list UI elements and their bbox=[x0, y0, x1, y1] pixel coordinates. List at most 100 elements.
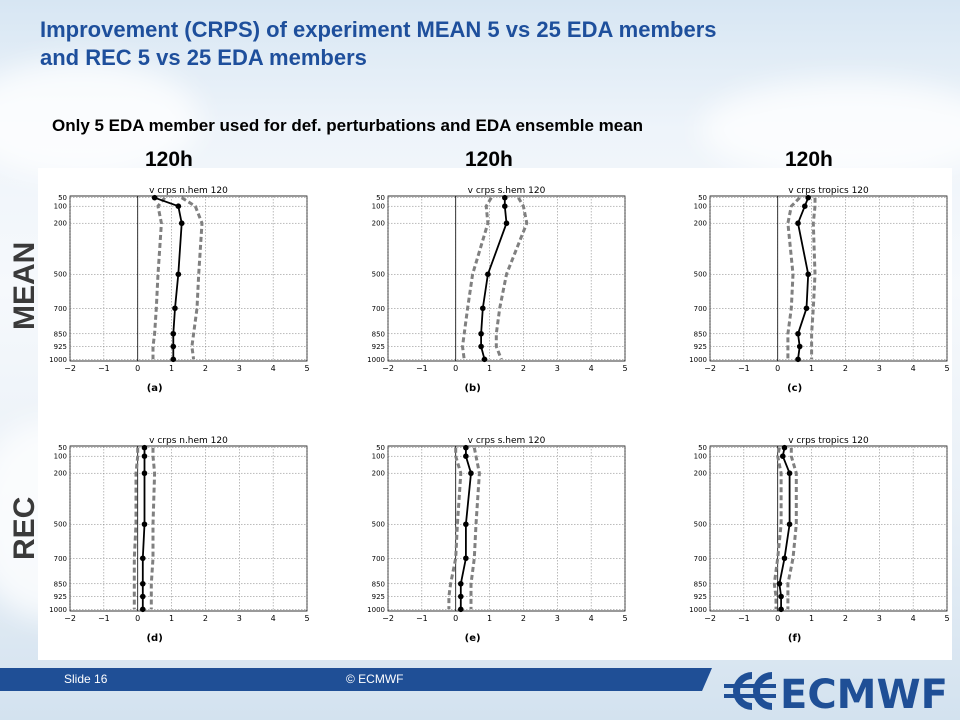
data-point bbox=[141, 453, 148, 460]
copyright: © ECMWF bbox=[346, 672, 404, 686]
x-tick-label: 4 bbox=[589, 364, 594, 373]
x-tick-label: −1 bbox=[738, 364, 750, 373]
figure-area: v crps n.hem 120 −2 −1 0 1 2 3 4 5 50 100 200 500 700… bbox=[38, 168, 952, 660]
data-point bbox=[503, 220, 510, 227]
panel-caption: (a) bbox=[147, 383, 163, 394]
x-tick-label: −2 bbox=[704, 614, 716, 623]
column-label-1: 120h bbox=[145, 148, 193, 171]
panel-title: v crps s.hem 120 bbox=[468, 436, 546, 446]
x-tick-label: −2 bbox=[382, 614, 394, 623]
y-tick-label: 50 bbox=[698, 194, 707, 202]
y-tick-label: 1000 bbox=[367, 356, 385, 364]
footer-bar: Slide 16 © ECMWF bbox=[0, 668, 712, 691]
title-line-1: Improvement (CRPS) of experiment MEAN 5 … bbox=[40, 17, 717, 42]
data-point bbox=[480, 305, 486, 312]
x-tick-label: 0 bbox=[135, 364, 140, 373]
x-tick-label: 1 bbox=[169, 614, 174, 623]
x-tick-label: 2 bbox=[203, 364, 208, 373]
data-point bbox=[795, 220, 801, 227]
x-tick-label: 5 bbox=[622, 614, 627, 623]
data-point bbox=[481, 356, 488, 363]
slide-number: Slide 16 bbox=[64, 672, 108, 686]
plot-frame bbox=[387, 445, 626, 612]
y-tick-label: 925 bbox=[54, 343, 67, 351]
panel-title: v crps s.hem 120 bbox=[468, 186, 546, 196]
x-tick-label: 1 bbox=[809, 614, 814, 623]
data-point bbox=[485, 271, 491, 278]
x-tick-label: 0 bbox=[775, 614, 780, 623]
x-tick-label: 0 bbox=[453, 614, 458, 623]
data-point bbox=[796, 343, 803, 350]
y-tick-label: 100 bbox=[372, 203, 385, 211]
y-tick-label: 700 bbox=[372, 555, 385, 563]
data-point bbox=[478, 330, 484, 337]
y-tick-label: 1000 bbox=[689, 356, 707, 364]
panel-title: v crps tropics 120 bbox=[788, 436, 869, 446]
plot-frame bbox=[69, 445, 308, 612]
y-tick-label: 200 bbox=[372, 220, 385, 228]
x-tick-label: 5 bbox=[944, 364, 949, 373]
x-tick-label: −2 bbox=[64, 364, 76, 373]
series-bound-line bbox=[180, 196, 204, 360]
y-tick-label: 500 bbox=[694, 521, 707, 529]
y-tick-label: 925 bbox=[694, 343, 707, 351]
data-point bbox=[175, 203, 182, 210]
data-point bbox=[141, 444, 148, 451]
panel-caption: (b) bbox=[464, 383, 480, 394]
row-label-rec: REC bbox=[8, 496, 41, 560]
y-tick-label: 850 bbox=[54, 330, 67, 338]
x-tick-label: −1 bbox=[98, 614, 110, 623]
panel-caption: (e) bbox=[465, 633, 481, 644]
x-tick-label: −2 bbox=[64, 614, 76, 623]
column-label-3: 120h bbox=[785, 148, 833, 171]
series-bound-line bbox=[810, 197, 817, 360]
data-point bbox=[781, 444, 788, 451]
panel-caption: (d) bbox=[146, 633, 162, 644]
data-point bbox=[478, 343, 484, 350]
data-point bbox=[468, 470, 474, 477]
y-tick-label: 850 bbox=[54, 580, 67, 588]
data-point bbox=[795, 330, 801, 337]
panel-title: v crps n.hem 120 bbox=[149, 186, 228, 196]
y-tick-label: 700 bbox=[54, 555, 67, 563]
plot-frame bbox=[709, 195, 948, 362]
y-tick-label: 1000 bbox=[367, 606, 385, 614]
y-tick-label: 925 bbox=[694, 593, 707, 601]
y-tick-label: 100 bbox=[694, 453, 707, 461]
x-tick-label: −2 bbox=[704, 364, 716, 373]
data-point bbox=[463, 521, 469, 528]
x-tick-label: −1 bbox=[416, 614, 428, 623]
plot-frame bbox=[709, 445, 948, 612]
y-tick-label: 200 bbox=[54, 220, 67, 228]
y-tick-label: 925 bbox=[54, 593, 67, 601]
x-tick-label: 3 bbox=[877, 364, 882, 373]
data-point bbox=[786, 470, 793, 477]
x-tick-label: −1 bbox=[738, 614, 750, 623]
y-tick-label: 50 bbox=[698, 444, 707, 452]
series-bound-line bbox=[772, 447, 783, 610]
panel-title: v crps tropics 120 bbox=[788, 186, 869, 196]
column-label-2: 120h bbox=[465, 148, 513, 171]
x-tick-label: 1 bbox=[809, 364, 814, 373]
x-tick-label: 4 bbox=[271, 364, 276, 373]
y-tick-label: 200 bbox=[694, 470, 707, 478]
data-point bbox=[786, 521, 793, 528]
data-point bbox=[172, 305, 178, 312]
series-bound-line bbox=[494, 196, 529, 360]
data-point bbox=[175, 271, 182, 278]
y-tick-label: 500 bbox=[694, 271, 707, 279]
logo-text: ECMWF bbox=[780, 672, 948, 718]
x-tick-label: 4 bbox=[911, 364, 916, 373]
y-tick-label: 700 bbox=[694, 305, 707, 313]
series-bound-line bbox=[149, 447, 157, 610]
y-tick-label: 1000 bbox=[689, 606, 707, 614]
x-tick-label: 5 bbox=[304, 364, 309, 373]
series-bound-line bbox=[460, 196, 493, 360]
x-tick-label: 2 bbox=[203, 614, 208, 623]
y-tick-label: 850 bbox=[372, 580, 385, 588]
data-point bbox=[778, 593, 784, 600]
x-tick-label: 2 bbox=[843, 614, 848, 623]
